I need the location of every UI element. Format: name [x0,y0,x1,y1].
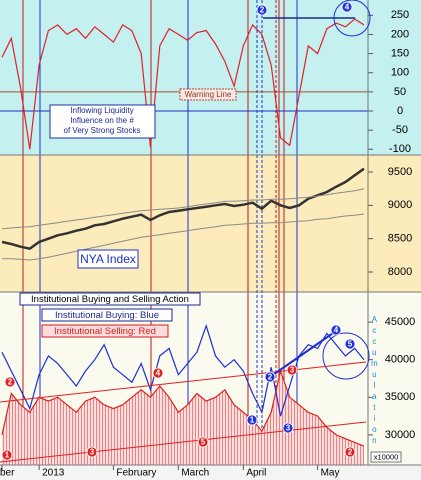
x-tick-label: April [246,468,266,479]
y-tick-label: 150 [391,47,409,59]
y-tick-label: 200 [391,28,409,40]
y-tick-label: 40000 [385,354,416,366]
marker-label: 4 [334,326,339,335]
marker-circle [330,324,342,336]
marker-label: 3 [290,366,295,375]
marker-label: 1 [5,451,10,460]
marker-circle [344,338,356,350]
y-tick-label: 250 [391,9,409,21]
x-tick-label: ber [0,468,15,479]
annotation: Accumulation [370,315,379,447]
marker-label: 3 [286,424,291,433]
annotation: Institutional Buying and Selling Action [31,294,189,305]
series-line [1,18,365,150]
annotation: NYA Index [80,252,136,266]
y-tick-label: 8500 [388,233,412,245]
marker-circle [86,446,98,458]
selling-area [2,371,364,465]
y-tick-label: 9500 [388,166,412,178]
marker-label: 2 [268,373,273,382]
marker-circle [341,1,353,13]
y-tick-label: 45000 [385,316,416,328]
annotation-box [41,324,169,338]
annotation-box [179,88,237,101]
y-tick-label: 100 [391,67,409,79]
y-tick-label: -100 [389,143,411,155]
annotation: Influence on the # [70,116,134,125]
marker-circle [256,4,268,16]
marker-label: 2 [260,6,265,15]
annotation: Inflowing Liquidity [70,106,133,115]
x-tick-label: February [116,468,156,479]
marker-circle [264,371,276,383]
y-tick-label: 0 [397,105,403,117]
y-tick-label: -50 [392,124,408,136]
trend-line [0,361,367,403]
marker-label: 4 [345,3,350,12]
annotation-box [49,104,156,139]
annotation: Institutional Selling: Red [54,326,156,337]
x-axis-band [0,465,421,480]
marker-circle [152,367,164,379]
marker-circle [1,449,13,461]
marker-circle [344,446,356,458]
y-tick-label: 35000 [385,391,416,403]
annotation: Institutional Buying: Blue [55,310,159,321]
trend-line [269,330,337,378]
marker-circle [197,436,209,448]
series-line [1,167,365,251]
annotation-box [77,249,139,269]
annotation: x10000 [374,452,399,461]
marker-label: 2 [348,448,353,457]
marker-label: 5 [348,340,353,349]
series-line [2,213,365,261]
y-tick-label: 50 [394,86,406,98]
plot-layer: -100 -50 0 50 100 150 200 250 8000 8500 9000 9500 30… [0,9,416,479]
annotation-box [19,292,201,306]
marker-circle [282,422,294,434]
x-tick-label: 2013 [42,468,65,479]
x-tick-label: March [181,468,209,479]
marker-circle [4,376,16,388]
y-tick-label: 30000 [385,429,416,441]
marker-label: 3 [90,448,95,457]
x-tick-label: May [321,468,340,479]
marker-circle [246,414,258,426]
y-tick-label: 9000 [388,199,412,211]
highlight-circle [322,332,370,380]
annotation-box [41,308,173,322]
annotation-box [370,451,402,463]
highlight-circle [333,0,371,37]
trend-line [0,421,367,463]
y-tick-label: 8000 [388,266,412,278]
marker-circle [286,364,298,376]
marker-label: 2 [8,378,13,387]
series-line [1,323,365,417]
panel-nya [0,155,421,292]
series-line [1,368,365,447]
marker-label: 5 [201,438,206,447]
annotation: Warning Line [185,90,232,99]
marker-label: 1 [250,416,255,425]
marker-label: 4 [156,369,161,378]
series-line [1,188,365,230]
annotation: of Very Strong Stocks [64,126,141,135]
